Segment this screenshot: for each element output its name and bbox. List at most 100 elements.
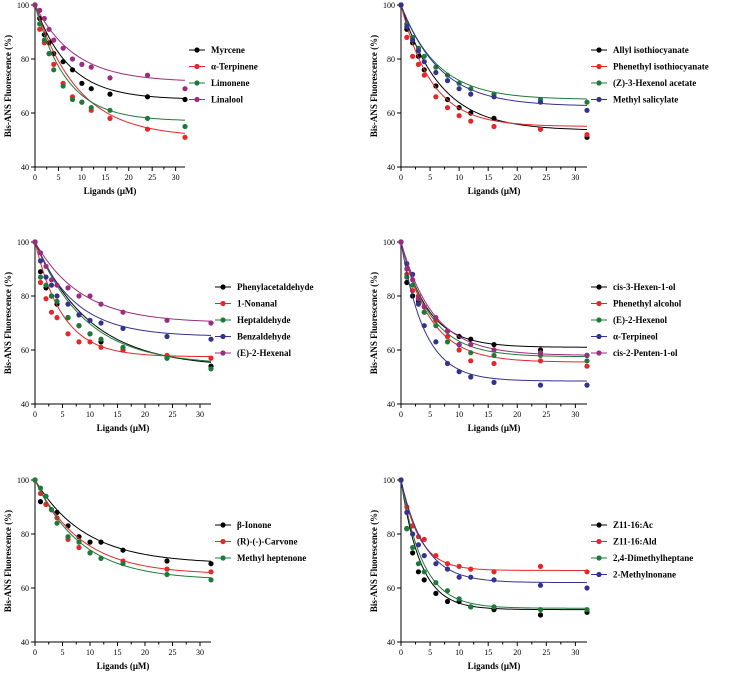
- fit-curve: [34, 4, 186, 81]
- legend-label: Benzaldehyde: [237, 332, 291, 342]
- axis-lines: [400, 480, 587, 643]
- data-point: [107, 115, 113, 121]
- x-tick-label: 30: [571, 410, 579, 419]
- data-point: [433, 561, 439, 567]
- x-tick-label: 25: [542, 173, 550, 182]
- data-point: [43, 274, 49, 280]
- data-point: [404, 279, 410, 286]
- data-point: [456, 596, 462, 602]
- y-tick-label: 40: [21, 400, 29, 409]
- fit-curve: [34, 241, 212, 363]
- data-point: [98, 555, 104, 561]
- data-point: [164, 558, 170, 564]
- x-tick-label: 15: [484, 410, 492, 419]
- data-point: [43, 263, 49, 269]
- data-point: [48, 293, 55, 299]
- x-axis-title: Ligands (μM): [468, 423, 521, 433]
- x-tick-label: 25: [542, 648, 550, 657]
- legend-marker: [220, 284, 226, 290]
- data-point: [60, 83, 66, 89]
- data-point: [87, 317, 93, 323]
- data-point: [415, 301, 422, 307]
- y-tick-label: 60: [387, 584, 395, 593]
- data-point: [468, 604, 474, 610]
- data-point: [421, 59, 427, 65]
- y-tick-label: 40: [387, 163, 395, 172]
- x-tick-label: 30: [571, 648, 579, 657]
- data-point: [584, 107, 590, 113]
- data-point: [468, 342, 474, 348]
- x-tick-label: 30: [172, 173, 180, 182]
- x-tick-label: 10: [455, 410, 463, 419]
- x-tick-label: 10: [86, 410, 94, 419]
- legend-marker: [596, 350, 602, 356]
- data-point: [444, 328, 451, 334]
- data-point: [37, 274, 44, 280]
- data-point: [76, 293, 82, 299]
- chart-panel-2: 40 60 80 100 0 5 10 15 20 25 30 Ligands (μM) Bis-ANS…: [369, 1, 709, 196]
- y-tick-label: 100: [383, 476, 395, 485]
- data-point: [37, 269, 44, 275]
- x-tick-label: 10: [78, 173, 86, 182]
- data-point: [537, 607, 544, 613]
- data-point: [421, 569, 427, 575]
- legend-label: 1-Nonanal: [237, 299, 278, 309]
- y-tick-label: 100: [17, 476, 29, 485]
- data-point: [164, 333, 170, 340]
- y-tick-label: 100: [383, 238, 395, 247]
- data-point: [98, 301, 104, 307]
- y-tick-label: 80: [21, 55, 29, 64]
- series-1: [32, 2, 188, 103]
- legend-marker: [596, 284, 602, 290]
- data-point: [537, 350, 544, 356]
- series-3: [32, 2, 188, 130]
- series-3: [398, 2, 590, 105]
- data-point: [415, 296, 422, 302]
- data-point: [433, 590, 439, 597]
- data-point: [51, 37, 57, 43]
- y-tick-label: 80: [387, 292, 395, 301]
- y-axis-title: Bis-ANS Fluorescence (%): [369, 510, 379, 612]
- data-point: [410, 277, 416, 283]
- legend-marker: [596, 96, 602, 103]
- data-point: [468, 574, 474, 580]
- data-point: [54, 520, 60, 526]
- fit-curve: [400, 4, 588, 127]
- x-tick-label: 20: [513, 173, 521, 182]
- legend-label: (R)-(-)-Carvone: [237, 537, 297, 547]
- data-point: [88, 64, 94, 70]
- data-point: [444, 588, 451, 594]
- x-tick-label: 0: [33, 648, 37, 657]
- series-2: [398, 477, 590, 575]
- legend-label: β-Ionone: [237, 520, 271, 530]
- x-tick-label: 15: [101, 173, 109, 182]
- legend-marker: [220, 317, 226, 323]
- data-point: [491, 360, 497, 367]
- data-point: [456, 113, 462, 119]
- fit-curve: [400, 241, 587, 382]
- data-point: [410, 37, 416, 43]
- data-point: [421, 304, 427, 310]
- data-point: [98, 336, 104, 342]
- data-point: [208, 366, 214, 372]
- y-tick-label: 100: [383, 1, 395, 10]
- x-tick-label: 5: [61, 410, 65, 419]
- data-point: [144, 115, 151, 121]
- data-point: [164, 571, 170, 578]
- data-point: [537, 358, 544, 364]
- x-tick-label: 20: [513, 410, 521, 419]
- data-point: [182, 96, 188, 103]
- fit-curve: [400, 4, 588, 100]
- fit-curve: [34, 241, 212, 362]
- x-tick-label: 15: [114, 648, 122, 657]
- x-tick-label: 5: [56, 173, 60, 182]
- data-point: [54, 298, 60, 304]
- data-point: [164, 317, 170, 323]
- y-tick-label: 40: [387, 400, 395, 409]
- x-tick-label: 25: [542, 410, 550, 419]
- data-point: [468, 91, 474, 97]
- legend-marker: [194, 96, 200, 103]
- data-point: [444, 105, 451, 111]
- data-point: [456, 563, 462, 570]
- data-point: [404, 34, 410, 41]
